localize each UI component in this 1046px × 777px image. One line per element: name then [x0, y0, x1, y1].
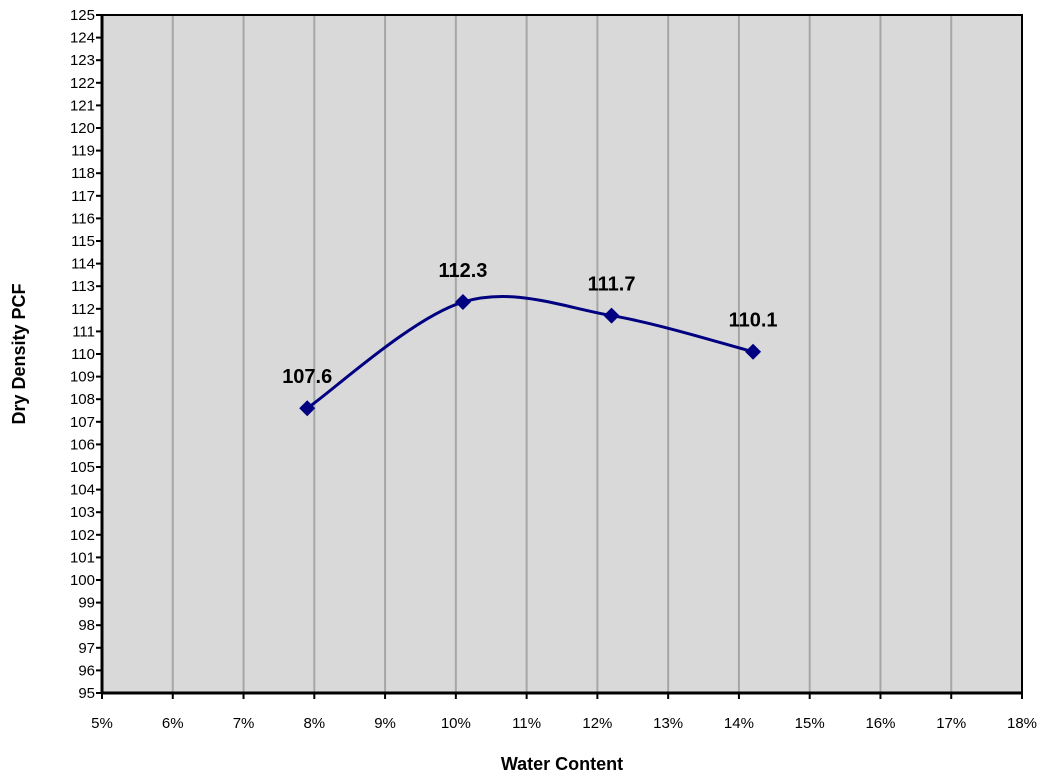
y-tick-label: 95: [78, 685, 95, 702]
y-tick-label: 118: [71, 165, 95, 182]
y-tick-label: 113: [71, 278, 95, 295]
x-tick-label: 17%: [936, 715, 966, 732]
y-axis-ticks: 95 96 97 98 99 100 101 102 103 104 105 106 107 108 109…: [70, 7, 102, 702]
data-point-marker: [745, 343, 762, 360]
x-tick-label: 14%: [724, 715, 754, 732]
x-tick-label: 16%: [865, 715, 895, 732]
data-point-marker: [603, 307, 620, 324]
y-tick-label: 120: [70, 120, 95, 137]
y-tick-label: 99: [78, 595, 95, 612]
y-tick-label: 121: [70, 97, 95, 114]
x-tick-label: 5%: [91, 715, 113, 732]
x-tick-label: 9%: [374, 715, 396, 732]
y-tick-label: 110: [71, 346, 95, 363]
data-label: 111.7: [588, 274, 636, 296]
plot-area: [102, 15, 1022, 693]
y-tick-label: 101: [70, 549, 95, 566]
y-tick-label: 123: [70, 52, 95, 69]
y-tick-label: 111: [72, 323, 95, 340]
y-tick-label: 109: [70, 369, 95, 386]
y-tick-label: 104: [70, 482, 95, 499]
y-tick-label: 112: [71, 301, 95, 318]
y-tick-label: 102: [70, 527, 95, 544]
series: [299, 294, 762, 417]
y-tick-label: 106: [70, 436, 95, 453]
y-tick-label: 100: [70, 572, 95, 589]
x-tick-label: 7%: [233, 715, 255, 732]
data-point-marker: [454, 294, 471, 311]
y-tick-label: 116: [71, 210, 95, 227]
data-label: 110.1: [729, 310, 778, 332]
y-tick-label: 103: [70, 504, 95, 521]
series-line: [306, 295, 754, 410]
x-tick-label: 10%: [441, 715, 471, 732]
y-tick-label: 119: [71, 143, 95, 160]
x-axis-title: Water Content: [501, 754, 623, 774]
y-tick-label: 98: [78, 617, 95, 634]
y-tick-label: 96: [78, 662, 95, 679]
y-axis-title: Dry Density PCF: [9, 283, 29, 424]
y-tick-label: 114: [71, 256, 95, 273]
y-tick-label: 122: [70, 75, 95, 92]
y-tick-label: 105: [70, 459, 95, 476]
x-tick-label: 6%: [162, 715, 184, 732]
y-tick-label: 115: [71, 233, 95, 250]
y-tick-label: 108: [70, 391, 95, 408]
x-tick-label: 15%: [795, 715, 825, 732]
y-tick-label: 124: [70, 30, 95, 47]
data-labels: 107.6 112.3 111.7 110.1: [282, 260, 777, 388]
x-tick-label: 12%: [582, 715, 612, 732]
x-tick-label: 13%: [653, 715, 683, 732]
x-axis-ticks: 5% 6% 7% 8% 9% 10% 11% 12% 13% 14% 15% 16% 17% 18%: [91, 693, 1037, 732]
x-tick-label: 8%: [303, 715, 325, 732]
x-tick-label: 11%: [512, 715, 541, 732]
y-tick-label: 107: [70, 414, 95, 431]
data-label: 112.3: [438, 260, 487, 282]
y-tick-label: 97: [78, 640, 95, 657]
data-point-marker: [299, 400, 316, 417]
data-label: 107.6: [282, 366, 332, 388]
x-tick-label: 18%: [1007, 715, 1037, 732]
y-tick-label: 125: [70, 7, 95, 24]
gridlines: [171, 15, 953, 693]
y-tick-label: 117: [71, 188, 95, 205]
